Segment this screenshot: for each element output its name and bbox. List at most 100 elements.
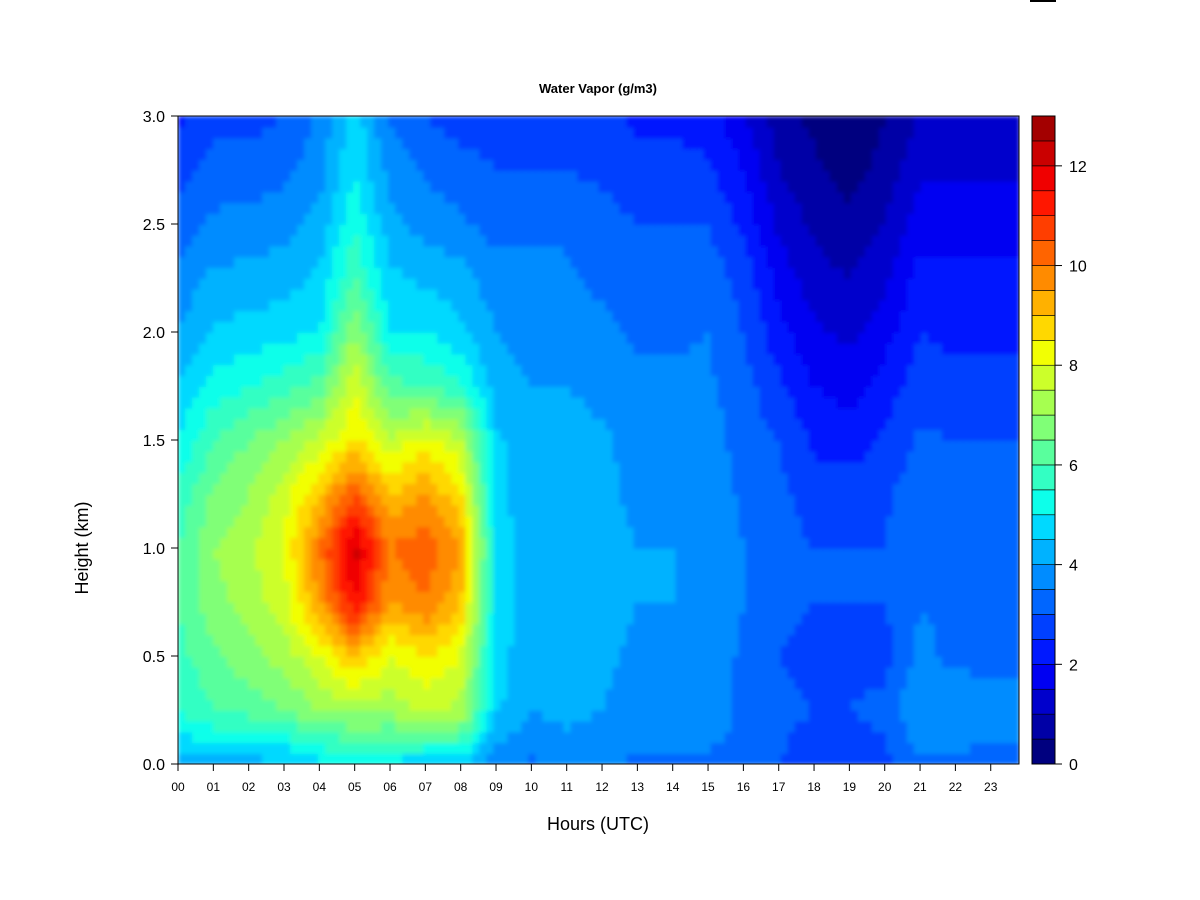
- heatmap-cell: [983, 537, 992, 549]
- heatmap-cell: [605, 407, 614, 420]
- heatmap-cell: [731, 440, 740, 452]
- heatmap-cell: [920, 396, 929, 409]
- heatmap-cell: [311, 742, 319, 754]
- heatmap-cell: [521, 720, 530, 733]
- heatmap-cell: [801, 645, 810, 657]
- heatmap-cell: [444, 494, 453, 506]
- heatmap-cell: [647, 720, 656, 733]
- heatmap-cell: [423, 310, 432, 322]
- heatmap-cell: [878, 645, 887, 657]
- heatmap-cell: [563, 580, 572, 592]
- heatmap-cell: [780, 591, 789, 603]
- heatmap-cell: [857, 720, 866, 733]
- heatmap-cell: [430, 342, 439, 355]
- heatmap-cell: [304, 440, 312, 452]
- heatmap-cell: [311, 731, 319, 744]
- heatmap-cell: [563, 677, 572, 690]
- heatmap-cell: [570, 623, 579, 636]
- heatmap-cell: [584, 666, 593, 679]
- heatmap-cell: [409, 612, 418, 625]
- heatmap-cell: [598, 666, 607, 679]
- heatmap-cell: [479, 634, 488, 646]
- heatmap-cell: [794, 418, 803, 430]
- heatmap-cell: [934, 569, 943, 582]
- heatmap-cell: [556, 645, 565, 657]
- heatmap-cell: [535, 515, 544, 528]
- heatmap-cell: [451, 548, 460, 560]
- heatmap-cell: [360, 364, 369, 376]
- heatmap-cell: [598, 342, 607, 355]
- heatmap-cell: [346, 310, 355, 322]
- heatmap-cell: [878, 515, 887, 528]
- heatmap-cell: [871, 677, 880, 690]
- heatmap-cell: [654, 645, 663, 657]
- heatmap-cell: [948, 753, 957, 764]
- heatmap-cell: [234, 548, 242, 560]
- heatmap-cell: [647, 710, 656, 722]
- heatmap-cell: [808, 461, 817, 474]
- heatmap-cell: [353, 742, 362, 754]
- heatmap-cell: [213, 386, 221, 398]
- heatmap-cell: [654, 472, 663, 484]
- heatmap-cell: [570, 483, 579, 495]
- heatmap-cell: [899, 623, 908, 636]
- heatmap-cell: [584, 386, 593, 398]
- heatmap-cell: [325, 699, 333, 711]
- heatmap-cell: [878, 688, 887, 700]
- heatmap-cell: [388, 731, 397, 744]
- heatmap-cell: [955, 580, 964, 592]
- heatmap-cell: [724, 515, 733, 528]
- heatmap-cell: [297, 591, 305, 603]
- heatmap-cell: [241, 418, 249, 430]
- heatmap-cell: [507, 569, 516, 582]
- heatmap-cell: [654, 504, 663, 517]
- heatmap-cell: [444, 472, 453, 484]
- heatmap-cell: [486, 375, 495, 387]
- heatmap-cell: [192, 461, 200, 474]
- heatmap-cell: [906, 440, 915, 452]
- heatmap-cell: [612, 623, 621, 636]
- heatmap-cell: [640, 602, 649, 614]
- heatmap-cell: [514, 332, 523, 344]
- heatmap-cell: [808, 699, 817, 711]
- heatmap-cell: [808, 342, 817, 355]
- heatmap-cell: [962, 699, 971, 711]
- heatmap-cell: [752, 353, 761, 366]
- heatmap-cell: [990, 515, 999, 528]
- heatmap-cell: [500, 720, 509, 733]
- heatmap-cell: [808, 440, 817, 452]
- heatmap-cell: [192, 666, 200, 679]
- heatmap-cell: [703, 321, 712, 333]
- heatmap-cell: [647, 645, 656, 657]
- heatmap-cell: [920, 494, 929, 506]
- heatmap-cell: [185, 731, 193, 744]
- heatmap-cell: [626, 677, 635, 690]
- heatmap-cell: [248, 386, 256, 398]
- heatmap-cell: [717, 386, 726, 398]
- heatmap-cell: [318, 548, 326, 560]
- heatmap-cell: [682, 580, 691, 592]
- heatmap-cell: [325, 526, 333, 538]
- heatmap-cell: [367, 310, 376, 322]
- heatmap-cell: [997, 720, 1006, 733]
- heatmap-cell: [892, 504, 901, 517]
- heatmap-cell: [332, 364, 340, 376]
- heatmap-cell: [780, 623, 789, 636]
- heatmap-cell: [850, 677, 859, 690]
- heatmap-cell: [836, 526, 845, 538]
- heatmap-cell: [465, 537, 474, 549]
- heatmap-cell: [360, 569, 369, 582]
- heatmap-cell: [304, 472, 312, 484]
- heatmap-cell: [507, 688, 516, 700]
- heatmap-cell: [311, 548, 319, 560]
- heatmap-cell: [780, 526, 789, 538]
- heatmap-cell: [584, 591, 593, 603]
- heatmap-cell: [745, 699, 754, 711]
- heatmap-cell: [549, 699, 558, 711]
- heatmap-cell: [766, 602, 775, 614]
- heatmap-cell: [458, 634, 467, 646]
- heatmap-cell: [794, 677, 803, 690]
- heatmap-cell: [311, 494, 319, 506]
- heatmap-cell: [388, 472, 397, 484]
- heatmap-cell: [500, 634, 509, 646]
